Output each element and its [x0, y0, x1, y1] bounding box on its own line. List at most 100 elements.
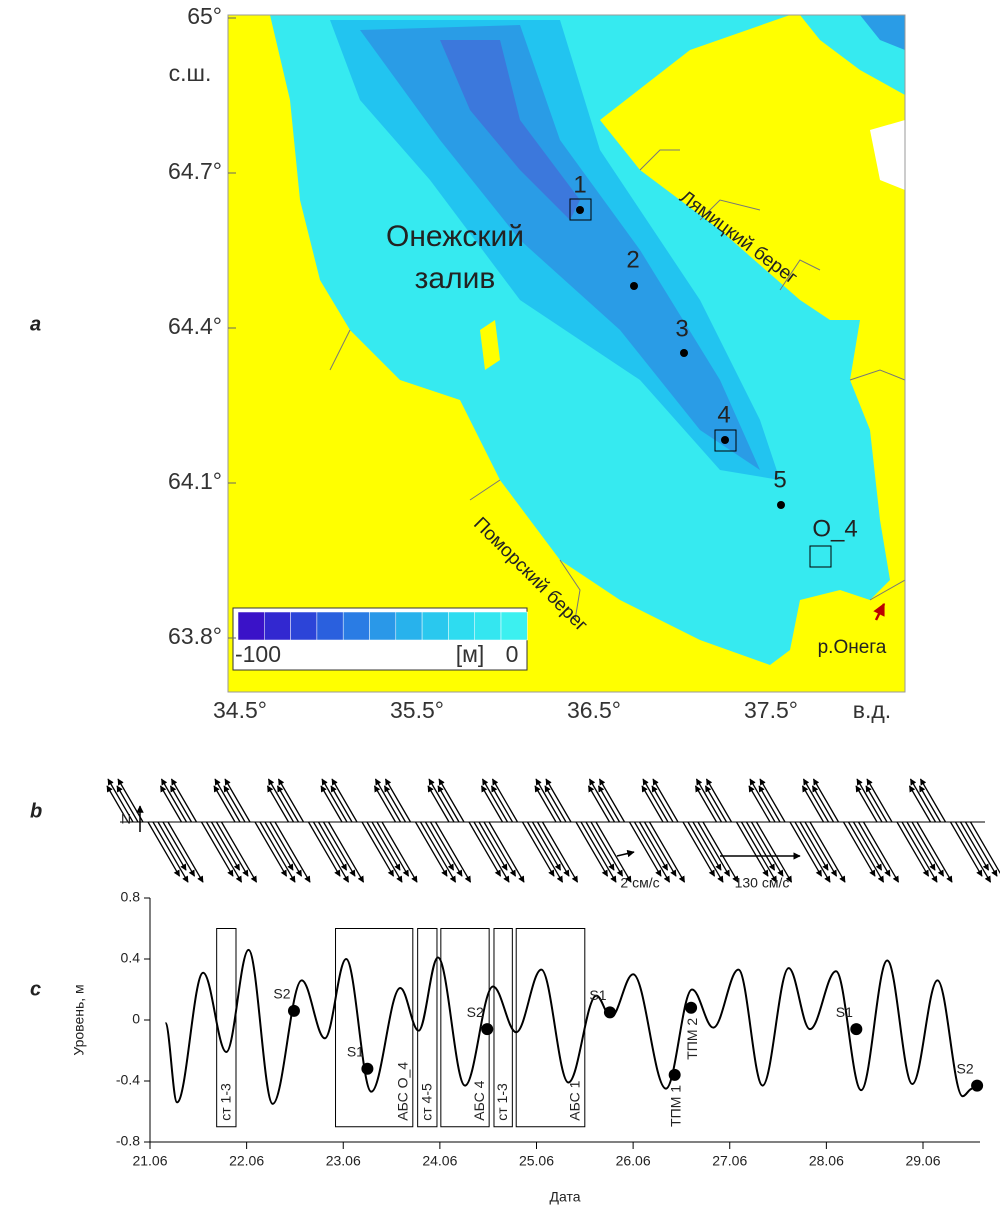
gulf-name: залив — [415, 262, 496, 295]
vector-stick — [376, 821, 410, 877]
vector-stick — [857, 821, 891, 877]
vector-stick — [652, 778, 679, 823]
vector-stick — [804, 821, 838, 877]
period-label: ст 4-5 — [419, 1083, 435, 1121]
vector-stick — [205, 821, 243, 883]
river — [849, 369, 905, 381]
vector-stick — [170, 778, 198, 823]
level-chart: 0.8 0.4 0 -0.4 -0.8 21.06 22.06 23.06 24.06 25.06… — [116, 889, 984, 1169]
station-box — [809, 545, 832, 568]
vector-stick — [545, 778, 572, 823]
lat-tick-label: 64.1° — [168, 468, 222, 494]
vector-stick — [959, 821, 990, 871]
vector-stick — [916, 821, 953, 883]
vector-stick — [383, 785, 407, 823]
lat-tick-label: 64.7° — [168, 158, 222, 184]
lon-tick-label: 35.5° — [390, 697, 444, 723]
depth-zone — [360, 25, 760, 470]
scale-arrow — [616, 849, 635, 858]
vector-stick — [480, 785, 504, 823]
lon-tick-label: 37.5° — [744, 697, 798, 723]
station-label: 4 — [717, 401, 730, 428]
vector-stick — [424, 821, 455, 871]
period-label: ст 1-3 — [494, 1083, 510, 1121]
period-label: АБС О_4 — [395, 1062, 411, 1121]
river-arrow — [873, 602, 886, 621]
colorbar-label: [м] — [456, 641, 485, 667]
lon-ticks: 34.5° 35.5° 36.5° 37.5° — [213, 697, 798, 723]
vector-stick — [468, 821, 502, 877]
vector-stick — [107, 778, 134, 823]
vector-stick — [322, 821, 356, 877]
river — [559, 559, 581, 621]
vector-stick — [274, 821, 311, 883]
vector-stick — [759, 778, 786, 823]
vector-stick — [595, 821, 632, 883]
river-label: р.Онега — [818, 637, 887, 658]
marker-point — [668, 1068, 681, 1081]
y-tick-label: 0.8 — [121, 889, 141, 905]
vector-stick — [544, 785, 567, 823]
vector-stick — [147, 821, 181, 877]
period-label: АБС 1 — [567, 1080, 583, 1120]
vector-stick — [483, 821, 517, 877]
panel-label: a — [30, 313, 41, 335]
vector-stick — [758, 785, 781, 823]
vector-stick — [801, 785, 825, 823]
vector-stick — [702, 821, 739, 883]
vector-stick — [437, 785, 460, 823]
vector-stick — [331, 778, 358, 823]
vector-stick — [384, 778, 412, 823]
vector-stick — [371, 821, 401, 871]
x-tick-label: 23.06 — [326, 1153, 361, 1169]
vector-stick — [735, 821, 769, 877]
colorbar-swatch — [237, 611, 265, 641]
x-tick-label: 29.06 — [905, 1153, 940, 1169]
vector-stick — [748, 785, 771, 823]
marker-point — [850, 1023, 863, 1036]
vector-stick — [641, 785, 664, 823]
lat-tick-label: 64.4° — [168, 313, 222, 339]
station-box — [569, 198, 592, 221]
colorbar-label: -100 — [235, 641, 281, 667]
depth-zone — [860, 15, 905, 50]
x-axis-label: Дата — [549, 1189, 580, 1205]
colorbar-swatch — [316, 611, 344, 641]
vector-stick — [597, 785, 621, 823]
y-tick-label: -0.8 — [116, 1133, 140, 1149]
scale-label: 130 см/с — [735, 875, 790, 891]
station-box — [714, 429, 737, 452]
vector-stick — [802, 778, 830, 823]
period-box — [216, 928, 237, 1128]
vector-stick — [695, 778, 723, 823]
lat-unit: с.ш. — [169, 60, 212, 86]
vector-stick — [541, 821, 579, 883]
north-label: N — [121, 811, 131, 827]
marker-label: S1 — [347, 1044, 364, 1060]
vector-stick — [651, 785, 674, 823]
vector-stick — [906, 821, 936, 871]
vector-stick — [919, 778, 947, 823]
station-label: 1 — [573, 171, 586, 198]
vector-stick — [269, 821, 303, 877]
vector-stick — [865, 785, 888, 823]
marker-point — [287, 1004, 300, 1017]
vector-stick — [697, 821, 731, 877]
y-tick-label: -0.4 — [116, 1072, 140, 1088]
map — [228, 15, 905, 692]
vector-stick — [321, 778, 348, 823]
vector-stick — [682, 821, 716, 877]
vector-stick — [488, 821, 525, 883]
panel-label: c — [30, 978, 41, 1000]
vector-stick — [428, 778, 455, 823]
vector-stick — [373, 785, 397, 823]
vector-stick — [598, 778, 626, 823]
vector-stick — [908, 785, 932, 823]
vector-stick — [490, 785, 514, 823]
vector-stick — [317, 821, 348, 871]
station-label: 2 — [626, 246, 639, 273]
vector-stick — [361, 821, 395, 877]
vector-stick — [704, 785, 728, 823]
